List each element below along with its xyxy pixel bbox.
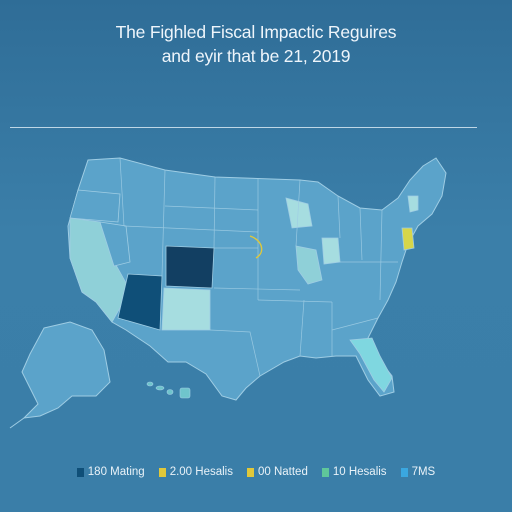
- legend-item: 10 Hesalis: [321, 466, 387, 478]
- legend-swatch: [321, 467, 329, 477]
- legend-item: 2.00 Hesalis: [158, 466, 233, 478]
- state-illinois: [295, 245, 323, 285]
- state-oregon: [69, 189, 121, 223]
- title-line-2: and eyir that be 21, 2019: [161, 46, 351, 66]
- alaska-aleutians: [9, 417, 25, 429]
- state-new-mexico: [161, 287, 211, 331]
- state-alaska: [21, 321, 111, 419]
- legend-item: 7MS: [400, 466, 436, 478]
- state-borders: [119, 157, 398, 377]
- legend-label: 7MS: [411, 466, 436, 478]
- legend-label: 2.00 Hesalis: [169, 466, 233, 478]
- state-ohio: [321, 237, 341, 265]
- state-hawaii: [146, 381, 191, 399]
- legend-swatch: [246, 467, 254, 477]
- title-line-1: The Fighled Fiscal Impactic Reguires: [115, 22, 397, 42]
- state-nevada: [99, 221, 131, 267]
- title-divider: [10, 127, 477, 128]
- legend-label: 00 Natted: [257, 466, 308, 478]
- state-new-jersey: [401, 227, 415, 251]
- legend-item: 180 Mating: [76, 466, 145, 478]
- legend-label: 10 Hesalis: [332, 466, 387, 478]
- map-title: The Fighled Fiscal Impactic Reguires and…: [0, 20, 512, 68]
- legend-swatch: [76, 467, 84, 477]
- map-legend: 180 Mating 2.00 Hesalis 00 Natted 10 Hes…: [0, 462, 512, 482]
- state-wisconsin: [285, 197, 313, 229]
- state-florida: [349, 337, 393, 393]
- state-colorado: [165, 245, 215, 289]
- state-vermont: [407, 195, 419, 213]
- highlight-outline: [249, 235, 263, 259]
- legend-label: 180 Mating: [87, 466, 145, 478]
- legend-swatch: [158, 467, 166, 477]
- legend-item: 00 Natted: [246, 466, 308, 478]
- state-arizona: [117, 273, 163, 331]
- legend-swatch: [400, 467, 408, 477]
